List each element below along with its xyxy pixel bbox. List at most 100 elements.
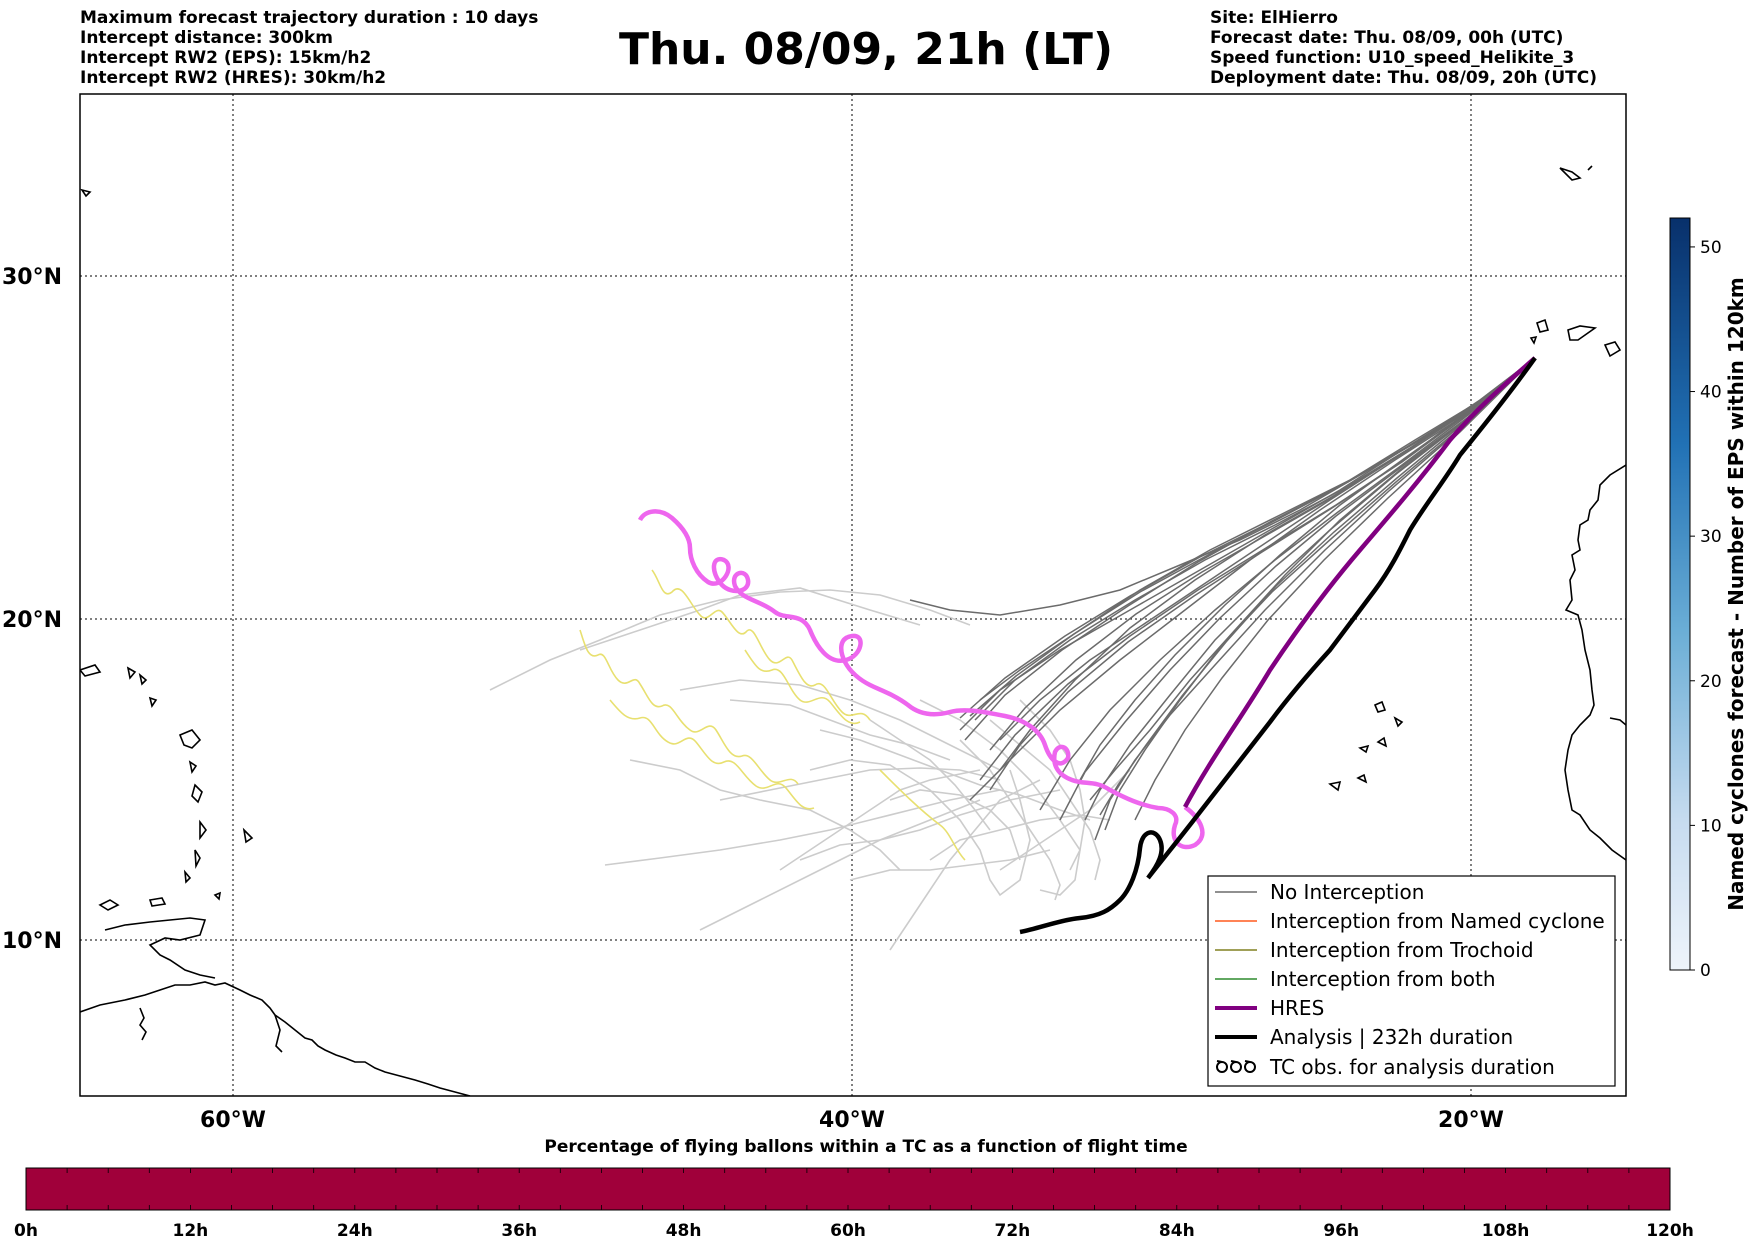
dark-traj-20 — [1099, 357, 1536, 816]
legend-label-hres: HRES — [1270, 996, 1324, 1020]
colorbar-vertical-ticks: 0 10 20 30 40 50 — [1690, 238, 1722, 981]
island-fuerteventura — [1567, 325, 1598, 341]
colorbar-horizontal-bar — [25, 1167, 1671, 1211]
light-traj-12 — [719, 767, 1001, 801]
island-cape-verde-5 — [1328, 780, 1342, 792]
colorbar-horizontal-tick-label: 36h — [501, 1221, 537, 1241]
legend-label-named-cyclone: Interception from Named cyclone — [1270, 909, 1605, 933]
header-left-line-3: Intercept RW2 (EPS): 15km/h2 — [80, 48, 372, 68]
dark-traj-22 — [969, 357, 1536, 717]
light-traj-5 — [604, 789, 1001, 866]
header-right-line-4: Deployment date: Thu. 08/09, 20h (UTC) — [1210, 68, 1597, 88]
header-left-line-4: Intercept RW2 (HRES): 30km/h2 — [80, 68, 387, 88]
header-left-line-1: Maximum forecast trajectory duration : 1… — [80, 8, 539, 28]
legend: No Interception Interception from Named … — [1207, 875, 1616, 1087]
island-cape-verde-4 — [1356, 773, 1368, 784]
map-title-text: Thu. 08/09, 21h (LT) — [618, 24, 1114, 75]
colorbar-horizontal-minor-ticks — [66, 1168, 1630, 1210]
lat-label-10: 10°N — [2, 929, 62, 954]
island-martinique — [191, 783, 203, 804]
island-tobago — [213, 891, 222, 901]
header-right-line-1: Site: ElHierro — [1210, 8, 1338, 28]
dark-traj-17 — [1134, 357, 1536, 821]
colorbar-vertical-bar — [1669, 217, 1691, 971]
island-puerto-rico — [80, 664, 102, 677]
light-traj-7 — [889, 779, 1041, 951]
coast-senegal — [1609, 717, 1626, 726]
colorbar-vertical: 0 10 20 30 40 50 Named cyclones forecast - Nu… — [1669, 217, 1748, 981]
colorbar-vertical-tick-label: 0 — [1700, 961, 1711, 981]
dark-traj-5 — [979, 357, 1536, 701]
trochoid-3 — [609, 699, 815, 810]
light-traj-21 — [999, 769, 1131, 871]
header-right-line-3: Speed function: U10_speed_Helikite_3 — [1210, 48, 1575, 68]
coast-orinoco — [139, 1007, 147, 1041]
light-traj-3 — [679, 679, 1001, 771]
lon-labels: 60°W 40°W 20°W — [200, 1108, 1504, 1133]
island-barbados — [242, 827, 254, 844]
light-traj-19 — [929, 814, 1111, 861]
hres-purple-path — [1183, 356, 1537, 809]
coast-west-africa — [1564, 464, 1626, 861]
hres-track — [637, 356, 1537, 850]
light-traj-6 — [699, 799, 981, 931]
colorbar-horizontal-tick-label: 12h — [173, 1221, 209, 1241]
hres-magenta-path — [637, 509, 1205, 850]
analysis-track — [1019, 356, 1537, 935]
island-tenerife — [1529, 335, 1538, 345]
light-traj-18 — [1019, 699, 1086, 871]
lat-label-30: 30°N — [2, 265, 62, 290]
light-traj-1 — [489, 589, 971, 691]
island-lanzarote — [1535, 318, 1550, 333]
island-anguilla — [138, 672, 148, 686]
lon-label-60w: 60°W — [200, 1108, 266, 1133]
coastlines — [80, 165, 1626, 1096]
dark-traj-9 — [1084, 357, 1536, 821]
colorbar-vertical-tick-label: 40 — [1700, 383, 1722, 403]
eps-no-interception-trajectories — [909, 357, 1536, 841]
island-cape-verde-6 — [1358, 744, 1370, 754]
light-traj-11 — [729, 699, 951, 761]
colorbar-horizontal-tick-label: 108h — [1482, 1221, 1530, 1241]
dark-traj-3 — [969, 357, 1536, 801]
colorbar-horizontal-tick-label: 24h — [337, 1221, 373, 1241]
light-traj-13 — [809, 759, 1031, 897]
island-grenada — [183, 869, 192, 884]
trochoid-2 — [579, 629, 799, 785]
island-antigua — [148, 696, 158, 708]
light-traj-22 — [889, 789, 1021, 861]
colorbar-horizontal: Percentage of flying ballons within a TC… — [14, 1137, 1694, 1241]
trochoid-5 — [879, 769, 966, 861]
island-st-lucia — [199, 819, 207, 841]
dark-traj-21 — [989, 357, 1536, 791]
colorbar-horizontal-tick-label: 48h — [666, 1221, 702, 1241]
dark-traj-11 — [1094, 357, 1536, 841]
dark-traj-14 — [979, 357, 1536, 781]
legend-label-tc-obs: TC obs. for analysis duration — [1269, 1055, 1555, 1079]
coast-madeira — [1559, 167, 1582, 181]
colorbar-horizontal-labels: 0h 12h 24h 36h 48h 60h 72h 84h 96h 108h 120h — [14, 1221, 1694, 1241]
coast-venezuela — [104, 917, 216, 979]
dark-traj-16 — [989, 357, 1536, 751]
island-cape-verde-3 — [1376, 736, 1388, 748]
trochoid-1 — [651, 569, 871, 721]
lat-label-20: 20°N — [2, 608, 62, 633]
coast-south-america — [80, 981, 471, 1096]
legend-label-both: Interception from both — [1270, 967, 1496, 991]
tc-obs-symbol-icon — [1216, 1060, 1256, 1073]
island-guadeloupe — [178, 729, 202, 749]
island-gran-canaria — [1603, 341, 1622, 358]
island-aruba — [98, 899, 120, 911]
island-bermuda — [80, 188, 92, 198]
legend-label-trochoid: Interception from Trochoid — [1270, 938, 1534, 962]
colorbar-vertical-title: Named cyclones forecast - Number of EPS … — [1724, 277, 1748, 911]
colorbar-vertical-tick-label: 10 — [1700, 816, 1722, 836]
colorbar-horizontal-tick-label: 72h — [995, 1221, 1031, 1241]
colorbar-vertical-tick-label: 30 — [1700, 527, 1722, 547]
island-cape-verde-2 — [1393, 716, 1404, 728]
coast-guyana — [274, 1014, 283, 1053]
island-dominica — [188, 760, 198, 775]
colorbar-horizontal-title: Percentage of flying ballons within a TC… — [544, 1137, 1187, 1157]
colorbar-horizontal-tick-label: 120h — [1646, 1221, 1694, 1241]
